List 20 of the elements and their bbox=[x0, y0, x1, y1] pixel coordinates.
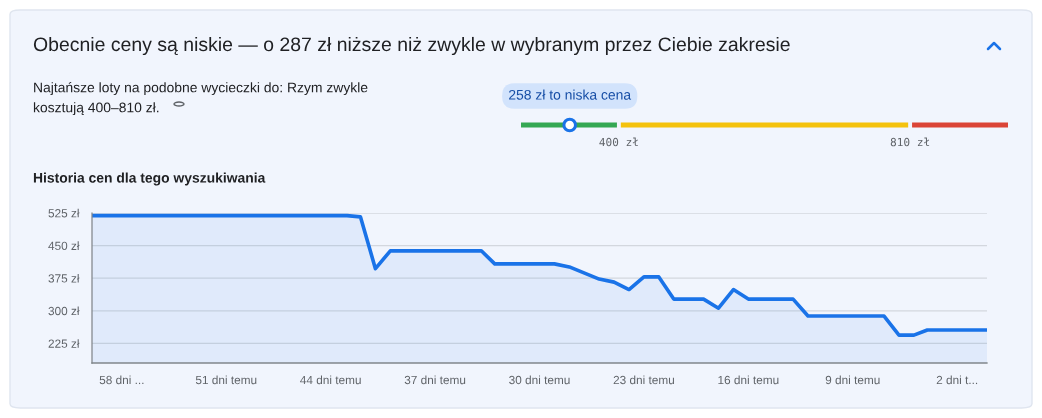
x-tick-label: 44 dni temu bbox=[300, 375, 361, 385]
y-tick-label: 225 zł bbox=[48, 339, 80, 348]
x-tick-label: 30 dni temu bbox=[509, 375, 570, 385]
x-tick-label: 51 dni temu bbox=[195, 375, 257, 385]
x-tick-label: 23 dni temu bbox=[613, 375, 674, 385]
y-tick-label: 450 zł bbox=[48, 241, 80, 250]
x-tick-label: 58 dni ... bbox=[99, 375, 144, 385]
chart-title: Historia cen dla tego wyszukiwania bbox=[33, 172, 266, 186]
text: Najtańsze loty na podobne wycieczki do: Rzym zwykle kosztują 400–810 zł. bbox=[33, 82, 368, 116]
x-tick-label: 16 dni temu bbox=[718, 375, 779, 385]
x-tick-label: 37 dni temu bbox=[404, 375, 466, 385]
text: 400 zł bbox=[599, 137, 638, 147]
x-tick-label: 2 dni t... bbox=[936, 375, 978, 385]
text: Obecnie ceny są niskie — o 287 zł niższe niż zwykle w wybranym przez Ciebie zakresie bbox=[33, 36, 790, 56]
text: 810 zł bbox=[890, 137, 930, 147]
text: 258 zł to niska cena bbox=[509, 89, 632, 100]
y-tick-label: 525 zł bbox=[48, 208, 80, 218]
y-tick-label: 375 zł bbox=[48, 273, 80, 283]
x-tick-label: 9 dni temu bbox=[825, 375, 880, 385]
y-tick-label: 300 zł bbox=[48, 306, 80, 316]
